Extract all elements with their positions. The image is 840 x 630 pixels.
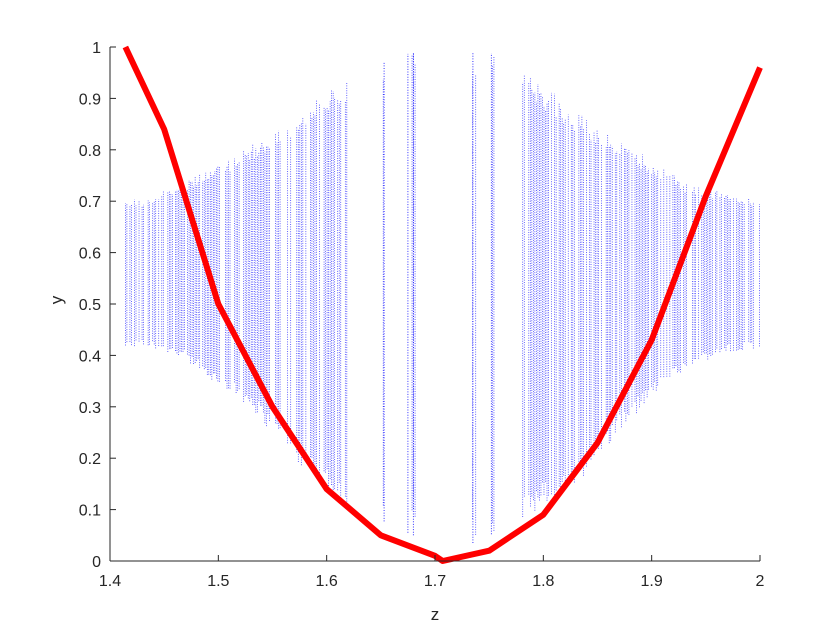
x-tick-label: 1.4	[99, 573, 121, 590]
x-axis-label: z	[431, 605, 440, 624]
line-series	[122, 45, 763, 564]
x-tick-label: 1.9	[641, 573, 663, 590]
y-tick-label: 0.5	[79, 297, 101, 314]
x-tick-label: 1.7	[424, 573, 446, 590]
y-tick-label: 0	[92, 554, 101, 571]
scatter-series	[125, 52, 760, 544]
x-tick-label: 2	[756, 573, 765, 590]
x-tick-label: 1.8	[532, 573, 554, 590]
x-tick-label: 1.5	[207, 573, 229, 590]
y-tick-label: 0.1	[79, 503, 101, 520]
y-tick-label: 0.7	[79, 194, 101, 211]
y-tick-label: 0.6	[79, 246, 101, 263]
axes	[109, 46, 761, 562]
y-tick-label: 0.2	[79, 451, 101, 468]
y-tick-label: 0.9	[79, 91, 101, 108]
y-tick-label: 1	[92, 40, 101, 57]
y-tick-label: 0.3	[79, 400, 101, 417]
x-tick-label: 1.6	[316, 573, 338, 590]
y-axis-label: y	[47, 295, 66, 304]
y-tick-label: 0.4	[79, 348, 101, 365]
tick-labels: 1.4 1.5 1.6 1.7 1.8 1.9 2 0 0.1 0.2 0.3 0.4 0.5 0.6 0.…	[79, 40, 765, 590]
series-line	[122, 45, 763, 564]
y-tick-label: 0.8	[79, 143, 101, 160]
